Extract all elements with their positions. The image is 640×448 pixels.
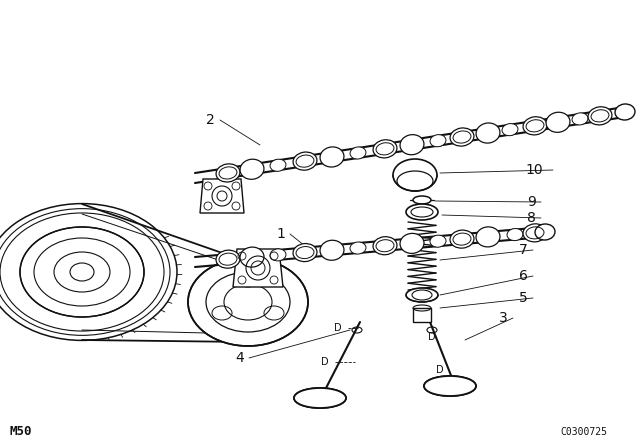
Ellipse shape (413, 196, 431, 204)
Ellipse shape (523, 117, 547, 135)
Ellipse shape (572, 113, 588, 125)
Text: D: D (334, 323, 342, 333)
Text: 3: 3 (499, 311, 508, 325)
Ellipse shape (350, 147, 366, 159)
Ellipse shape (188, 258, 308, 346)
Ellipse shape (320, 147, 344, 167)
Polygon shape (200, 179, 244, 213)
Ellipse shape (523, 224, 547, 242)
Ellipse shape (293, 244, 317, 262)
Ellipse shape (240, 247, 264, 267)
Ellipse shape (476, 227, 500, 247)
Ellipse shape (450, 230, 474, 248)
Ellipse shape (507, 228, 523, 241)
Text: 7: 7 (519, 243, 528, 257)
Ellipse shape (588, 107, 612, 125)
Ellipse shape (373, 140, 397, 158)
Ellipse shape (502, 124, 518, 136)
Ellipse shape (20, 227, 144, 317)
Ellipse shape (320, 240, 344, 260)
Ellipse shape (240, 159, 264, 179)
Ellipse shape (393, 159, 437, 191)
Ellipse shape (546, 112, 570, 132)
Text: 6: 6 (519, 269, 528, 283)
Ellipse shape (350, 242, 366, 254)
Ellipse shape (535, 224, 555, 240)
Ellipse shape (430, 135, 446, 147)
Ellipse shape (450, 128, 474, 146)
Ellipse shape (216, 250, 240, 268)
Ellipse shape (216, 164, 240, 182)
Ellipse shape (373, 237, 397, 255)
Text: 10: 10 (525, 163, 543, 177)
Ellipse shape (615, 104, 635, 120)
Ellipse shape (406, 204, 438, 220)
Ellipse shape (270, 249, 286, 261)
Ellipse shape (400, 233, 424, 254)
Text: 8: 8 (527, 211, 536, 225)
Text: D: D (428, 332, 436, 342)
Text: 5: 5 (519, 291, 528, 305)
Text: D: D (321, 357, 329, 367)
Ellipse shape (430, 235, 446, 247)
Text: 2: 2 (206, 113, 215, 127)
Text: M50: M50 (10, 425, 33, 438)
Text: C0300725: C0300725 (560, 427, 607, 437)
Ellipse shape (293, 152, 317, 170)
Text: D: D (436, 365, 444, 375)
Text: 9: 9 (527, 195, 536, 209)
Polygon shape (233, 249, 283, 287)
Text: 1: 1 (276, 227, 285, 241)
Text: 4: 4 (236, 351, 244, 365)
Ellipse shape (476, 123, 500, 143)
Ellipse shape (406, 288, 438, 302)
Ellipse shape (294, 388, 346, 408)
FancyBboxPatch shape (413, 308, 431, 322)
Ellipse shape (400, 135, 424, 155)
Ellipse shape (424, 376, 476, 396)
Ellipse shape (270, 159, 286, 171)
